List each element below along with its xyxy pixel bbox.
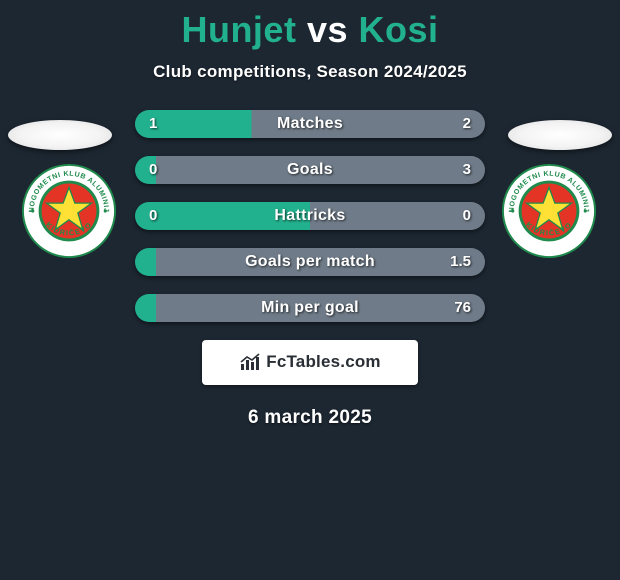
stat-label: Min per goal xyxy=(261,299,359,317)
player-ellipse-left xyxy=(8,120,112,150)
stat-row: Goals per match 1.5 xyxy=(135,248,485,276)
brand-box: FcTables.com xyxy=(202,340,418,385)
title-vs: vs xyxy=(307,9,348,50)
stat-value-left xyxy=(135,294,163,322)
stat-row: Min per goal 76 xyxy=(135,294,485,322)
stat-label: Hattricks xyxy=(274,207,345,225)
stat-label: Goals xyxy=(287,161,333,179)
stat-value-right: 3 xyxy=(449,156,485,184)
club-badge-right: NOGOMETNI KLUB ALUMINIJ KIDRIČEVO xyxy=(500,162,598,260)
subtitle: Club competitions, Season 2024/2025 xyxy=(0,62,620,82)
stat-value-left: 1 xyxy=(135,110,171,138)
stat-row: 0 Goals 3 xyxy=(135,156,485,184)
brand-chart-icon xyxy=(239,352,261,372)
stat-label: Goals per match xyxy=(245,253,375,271)
player-ellipse-right xyxy=(508,120,612,150)
stat-label: Matches xyxy=(277,115,343,133)
title-left: Hunjet xyxy=(181,9,296,50)
stat-row: 0 Hattricks 0 xyxy=(135,202,485,230)
stat-value-left: 0 xyxy=(135,156,171,184)
stat-value-left xyxy=(135,248,163,276)
club-badge-left: NOGOMETNI KLUB ALUMINIJ KIDRIČEVO xyxy=(20,162,118,260)
page-title: Hunjet vs Kosi xyxy=(0,0,620,50)
stat-rows: 1 Matches 2 0 Goals 3 0 Hattricks 0 Goals per mat… xyxy=(135,110,485,322)
stat-row: 1 Matches 2 xyxy=(135,110,485,138)
stat-value-right: 2 xyxy=(449,110,485,138)
stat-value-right: 1.5 xyxy=(436,248,485,276)
stat-value-right: 0 xyxy=(449,202,485,230)
brand-text: FcTables.com xyxy=(266,352,381,372)
stat-value-right: 76 xyxy=(440,294,485,322)
stat-value-left: 0 xyxy=(135,202,171,230)
title-right: Kosi xyxy=(359,9,439,50)
comparison-content: NOGOMETNI KLUB ALUMINIJ KIDRIČEVO NOGOME… xyxy=(0,110,620,429)
date: 6 march 2025 xyxy=(0,407,620,429)
